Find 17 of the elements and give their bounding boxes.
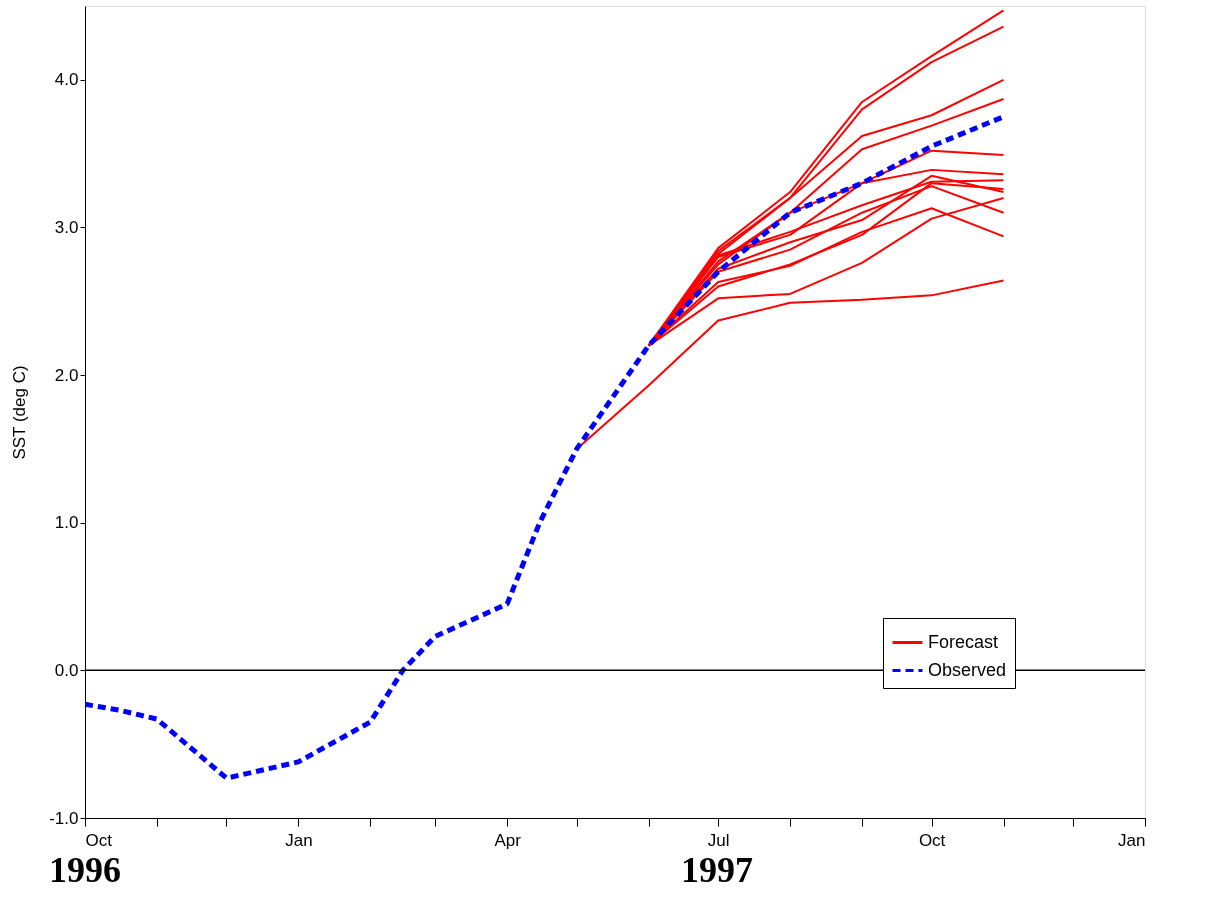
x-tick-label: Apr <box>494 830 522 850</box>
x-tick-label: Jan <box>1118 830 1146 850</box>
x-tick-label: Jan <box>285 830 313 850</box>
y-tick-label: 2.0 <box>54 365 79 385</box>
y-tick-label: -1.0 <box>49 808 79 828</box>
y-tick-label: 0.0 <box>54 660 79 680</box>
x-tick-label: Oct <box>918 830 946 850</box>
y-axis-title: SST (deg C) <box>10 365 30 460</box>
y-tick-label: 3.0 <box>54 217 79 237</box>
text: 1996 <box>49 850 121 890</box>
legend-label: Observed <box>928 659 1007 680</box>
x-tick-label: Jul <box>707 830 730 850</box>
text: 1997 <box>681 850 753 890</box>
y-tick-label: 1.0 <box>54 513 79 533</box>
x-tick-label: Oct <box>85 830 113 850</box>
y-tick-label: 4.0 <box>54 70 79 90</box>
legend-label: Forecast <box>928 631 999 652</box>
